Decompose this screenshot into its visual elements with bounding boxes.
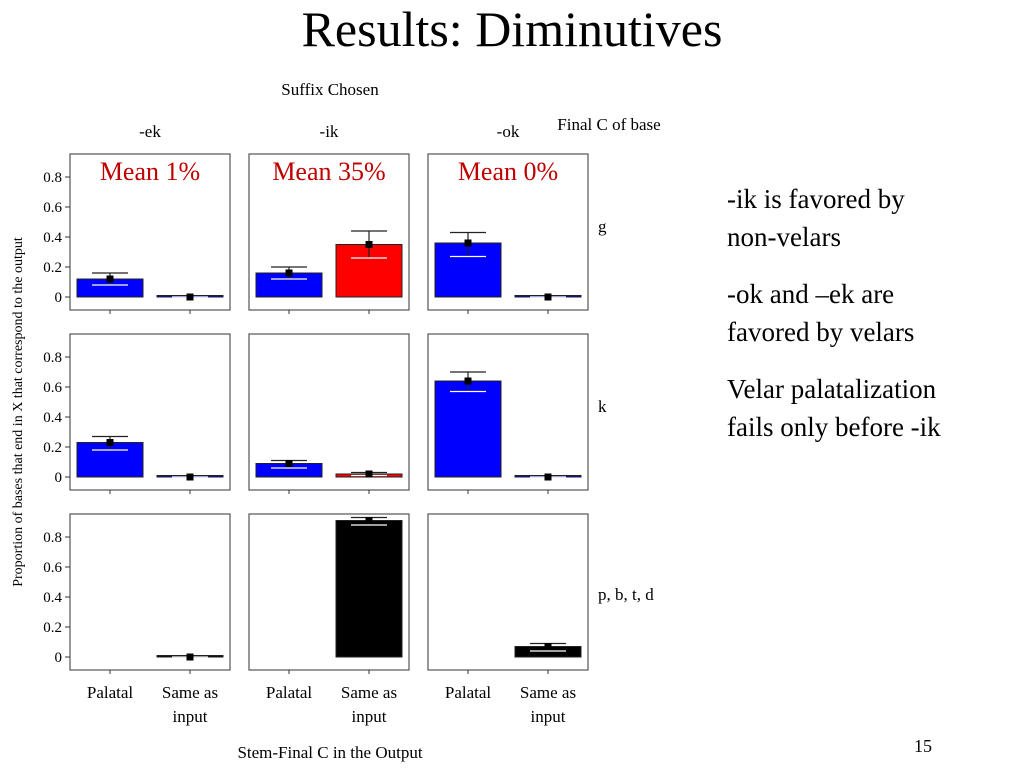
y-tick-label-r1c0-1: 0.2	[43, 440, 62, 456]
mean-annotation-1: Mean 35%	[272, 157, 385, 186]
bar-r0c1-1	[335, 244, 403, 298]
y-tick-label-r2c0-0: 0	[55, 650, 63, 666]
row-label-1: k	[598, 397, 607, 416]
mean-point-r1c2-1	[544, 473, 552, 481]
mean-point-r0c2-1	[544, 293, 552, 301]
facet-row-title: Final C of base	[557, 115, 660, 134]
y-tick-label-r0c0-1: 0.2	[43, 260, 62, 276]
mean-point-r2c0-1	[186, 653, 194, 661]
page-number: 15	[914, 736, 932, 756]
mean-point-r1c1-1	[365, 470, 373, 478]
mean-point-r2c2-1	[544, 643, 552, 650]
column-label-2: -ok	[497, 122, 520, 141]
y-tick-label-r2c0-3: 0.6	[43, 560, 62, 576]
bar-r1c2-0	[434, 380, 502, 478]
column-label-0: -ek	[139, 122, 161, 141]
y-tick-label-r1c0-0: 0	[55, 470, 63, 486]
bar-r2c1-1	[335, 520, 403, 658]
y-tick-label-r2c0-2: 0.4	[43, 590, 62, 606]
y-tick-label-r0c0-3: 0.6	[43, 200, 62, 216]
row-label-0: g	[598, 217, 607, 236]
mean-annotation-2: Mean 0%	[458, 157, 558, 186]
y-tick-label-r1c0-2: 0.4	[43, 410, 62, 426]
mean-point-r1c1-0	[285, 460, 293, 467]
faceted-bar-chart: Suffix Chosen Final C of base -ek -ik -ok g k p…	[11, 80, 661, 762]
note-ok-ek-favored: -ok and –ek are favored by velars	[727, 279, 915, 347]
panel-r2c0	[69, 513, 231, 671]
row-label-2: p, b, t, d	[598, 585, 654, 604]
y-axis-title: Proportion of bases that end in X that c…	[11, 237, 26, 587]
mean-point-r1c0-0	[106, 439, 114, 446]
note-velar-palatalization: Velar palatalization fails only before -…	[727, 374, 941, 442]
x-category-2-1-0: Same as	[520, 683, 576, 702]
mean-point-r1c0-1	[186, 473, 194, 481]
slide-notes: -ik is favored by non-velars -ok and –ek…	[727, 180, 1017, 465]
mean-point-r0c1-1	[365, 241, 373, 248]
x-category-1-1-1: input	[352, 707, 387, 726]
x-category-1-0-0: Palatal	[266, 683, 313, 702]
x-category-0-0-0: Palatal	[87, 683, 134, 702]
mean-point-r0c0-1	[186, 293, 194, 301]
y-tick-label-r1c0-3: 0.6	[43, 380, 62, 396]
slide-title: Results: Diminutives	[301, 1, 723, 57]
x-axis-title: Stem-Final C in the Output	[237, 743, 422, 762]
mean-annotation-0: Mean 1%	[100, 157, 200, 186]
y-tick-label-r0c0-2: 0.4	[43, 230, 62, 246]
mean-point-r0c2-0	[464, 239, 472, 247]
column-label-1: -ik	[320, 122, 339, 141]
x-category-0-1-0: Same as	[162, 683, 218, 702]
x-category-2-1-1: input	[531, 707, 566, 726]
y-tick-label-r0c0-0: 0	[55, 290, 63, 306]
mean-point-r2c1-1	[365, 517, 373, 524]
mean-point-r0c1-0	[285, 269, 293, 277]
y-tick-label-r2c0-4: 0.8	[43, 530, 62, 546]
x-category-1-1-0: Same as	[341, 683, 397, 702]
y-tick-label-r0c0-4: 0.8	[43, 170, 62, 186]
x-category-0-1-1: input	[173, 707, 208, 726]
mean-point-r0c0-0	[106, 275, 114, 283]
y-tick-label-r1c0-4: 0.8	[43, 350, 62, 366]
note-ik-favored: -ik is favored by non-velars	[727, 184, 905, 252]
x-category-2-0-0: Palatal	[445, 683, 492, 702]
y-tick-label-r2c0-1: 0.2	[43, 620, 62, 636]
facet-column-title: Suffix Chosen	[281, 80, 379, 99]
mean-point-r1c2-0	[464, 377, 472, 385]
